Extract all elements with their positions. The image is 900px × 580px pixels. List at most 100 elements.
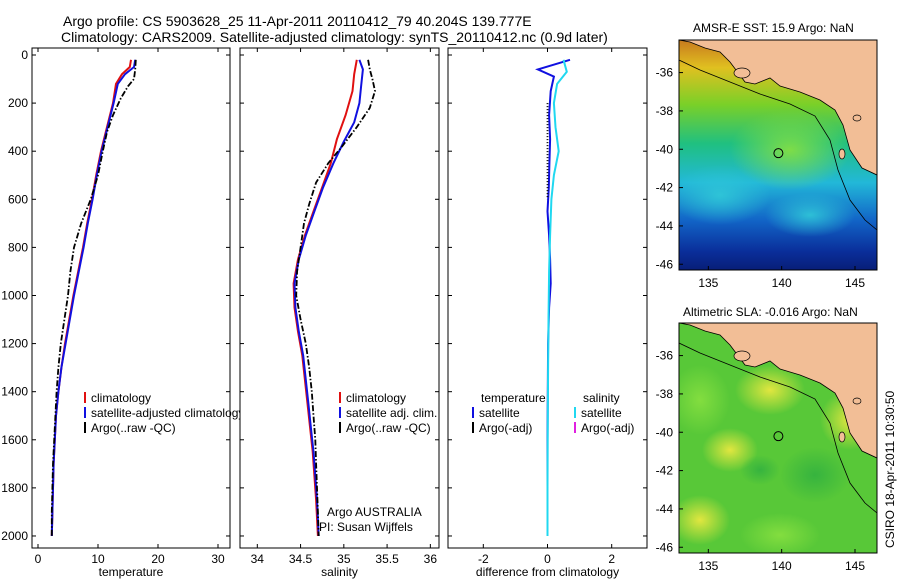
- sla-blob-h: [740, 455, 780, 485]
- sst-map-frame: [678, 39, 878, 271]
- legend-swatch: [339, 422, 341, 433]
- series-line-3: [50, 59, 137, 536]
- series-line-2: [546, 59, 568, 536]
- map-x-tick-label: 135: [698, 559, 718, 573]
- legend-entry: climatology: [91, 391, 151, 405]
- figure-title-line1: Argo profile: CS 5903628_25 11-Apr-2011 …: [63, 13, 532, 29]
- x-tick-label: 35: [337, 552, 351, 566]
- legend-entry: Argo(..raw -QC): [346, 421, 431, 435]
- series-line-3: [295, 59, 376, 537]
- sst-land: [679, 40, 877, 176]
- sla-blob-b: [735, 365, 805, 415]
- x-tick-label: 34.5: [289, 552, 313, 566]
- y-tick-label: 0: [21, 48, 28, 62]
- map-x-tick-label: 135: [698, 276, 718, 290]
- map-y-tick-label: -38: [656, 104, 674, 118]
- sla-map-title: Altimetric SLA: -0.016 Argo: NaN: [683, 305, 858, 319]
- x-tick-label: 0: [35, 552, 42, 566]
- y-tick-label: 1200: [1, 337, 28, 351]
- sst-cool-blob: [679, 165, 770, 225]
- salinity-panel: 34 34.5 35 35.5 36 salinity climatologysatelli…: [239, 47, 440, 579]
- sst-island-2: [852, 114, 862, 122]
- map-x-tick-label: 140: [772, 559, 792, 573]
- legend-entry: satellite: [479, 406, 520, 420]
- legend-swatch: [84, 392, 86, 403]
- sst-map-panel: AMSR-E SST: 15.9 Argo: NaN 135 140 145 -36 -…: [656, 21, 878, 290]
- map-y-tick-label: -46: [656, 540, 674, 554]
- sla-blob-e: [679, 495, 730, 545]
- x-tick-label: 36: [424, 552, 438, 566]
- legend-swatch: [84, 407, 86, 418]
- sst-island: [733, 67, 751, 79]
- map-y-tick-label: -42: [656, 464, 674, 478]
- x-tick-label: 0: [544, 552, 551, 566]
- map-y-tick-label: -44: [656, 219, 674, 233]
- legend-swatch: [574, 422, 576, 433]
- y-tick-label: 1400: [1, 385, 28, 399]
- x-axis-label: salinity: [321, 565, 358, 579]
- legend-entry: satellite adj. clim.: [346, 406, 437, 420]
- map-y-tick-label: -36: [656, 349, 674, 363]
- map-x-tick-label: 140: [772, 276, 792, 290]
- sst-warm-blob: [730, 110, 850, 190]
- map-y-tick-label: -44: [656, 502, 674, 516]
- sst-cool-blob-2: [765, 193, 855, 237]
- sla-blob-d: [780, 447, 850, 503]
- sst-island-3: [838, 148, 846, 160]
- panel-frame-2: [239, 47, 440, 549]
- sla-island-3: [838, 431, 846, 443]
- sla-map-frame: [678, 322, 878, 554]
- y-tick-label: 1000: [1, 288, 28, 302]
- legend-swatch: [574, 407, 576, 418]
- x-tick-label: 2: [608, 552, 615, 566]
- x-tick-label: -2: [478, 552, 489, 566]
- argo-program-label: Argo AUSTRALIA: [327, 505, 422, 519]
- legend-entry: satellite-adjusted climatology: [91, 406, 244, 420]
- x-tick-label: 10: [91, 552, 105, 566]
- y-tick-label: 200: [8, 96, 28, 110]
- legend-entry: Argo(-adj): [479, 421, 532, 435]
- sst-shelf-contour: [679, 59, 877, 231]
- legend-entry: satellite: [581, 406, 622, 420]
- figure-title-line2: Climatology: CARS2009. Satellite-adjuste…: [61, 29, 608, 45]
- legend-swatch: [339, 392, 341, 403]
- map-y-tick-label: -36: [656, 66, 674, 80]
- sla-island-2: [852, 397, 862, 405]
- panel-frame-1: [31, 47, 231, 549]
- legend-swatch: [84, 422, 86, 433]
- map-x-tick-label: 145: [845, 559, 865, 573]
- x-tick-label: 20: [151, 552, 165, 566]
- y-tick-label: 600: [8, 192, 28, 206]
- legend-swatch: [472, 422, 474, 433]
- sla-land: [679, 323, 877, 459]
- y-tick-label: 800: [8, 240, 28, 254]
- legend-title-temperature: temperature: [481, 391, 546, 405]
- y-tick-label: 400: [8, 144, 28, 158]
- x-axis-label: difference from climatology: [476, 565, 619, 579]
- y-tick-label: 1600: [1, 433, 28, 447]
- sla-argo-marker: [773, 431, 784, 442]
- map-x-tick-label: 145: [845, 276, 865, 290]
- y-tick-label: 2000: [1, 529, 28, 543]
- x-axis-label: temperature: [99, 565, 164, 579]
- sst-map-title: AMSR-E SST: 15.9 Argo: NaN: [693, 21, 854, 35]
- x-tick-label: 35.5: [375, 552, 399, 566]
- map-y-tick-label: -40: [656, 425, 674, 439]
- map-y-tick-label: -40: [656, 142, 674, 156]
- legend-entry: Argo(-adj): [581, 421, 634, 435]
- legend-swatch: [472, 407, 474, 418]
- sst-argo-marker: [773, 148, 784, 159]
- sla-shelf-contour: [679, 342, 877, 514]
- x-tick-label: 34: [251, 552, 265, 566]
- sla-map-panel: Altimetric SLA: -0.016 Argo: NaN 135 140 1…: [656, 305, 878, 573]
- map-y-tick-label: -42: [656, 181, 674, 195]
- legend-entry: Argo(..raw -QC): [91, 421, 176, 435]
- series-line-2: [50, 59, 137, 537]
- x-tick-label: 30: [211, 552, 225, 566]
- temperature-panel: 0 10 20 30 temperature 0 200 400 600 800 1000 1200 1…: [1, 47, 244, 579]
- sla-island: [733, 350, 751, 362]
- legend-title-salinity: salinity: [583, 391, 620, 405]
- map-y-tick-label: -46: [656, 257, 674, 271]
